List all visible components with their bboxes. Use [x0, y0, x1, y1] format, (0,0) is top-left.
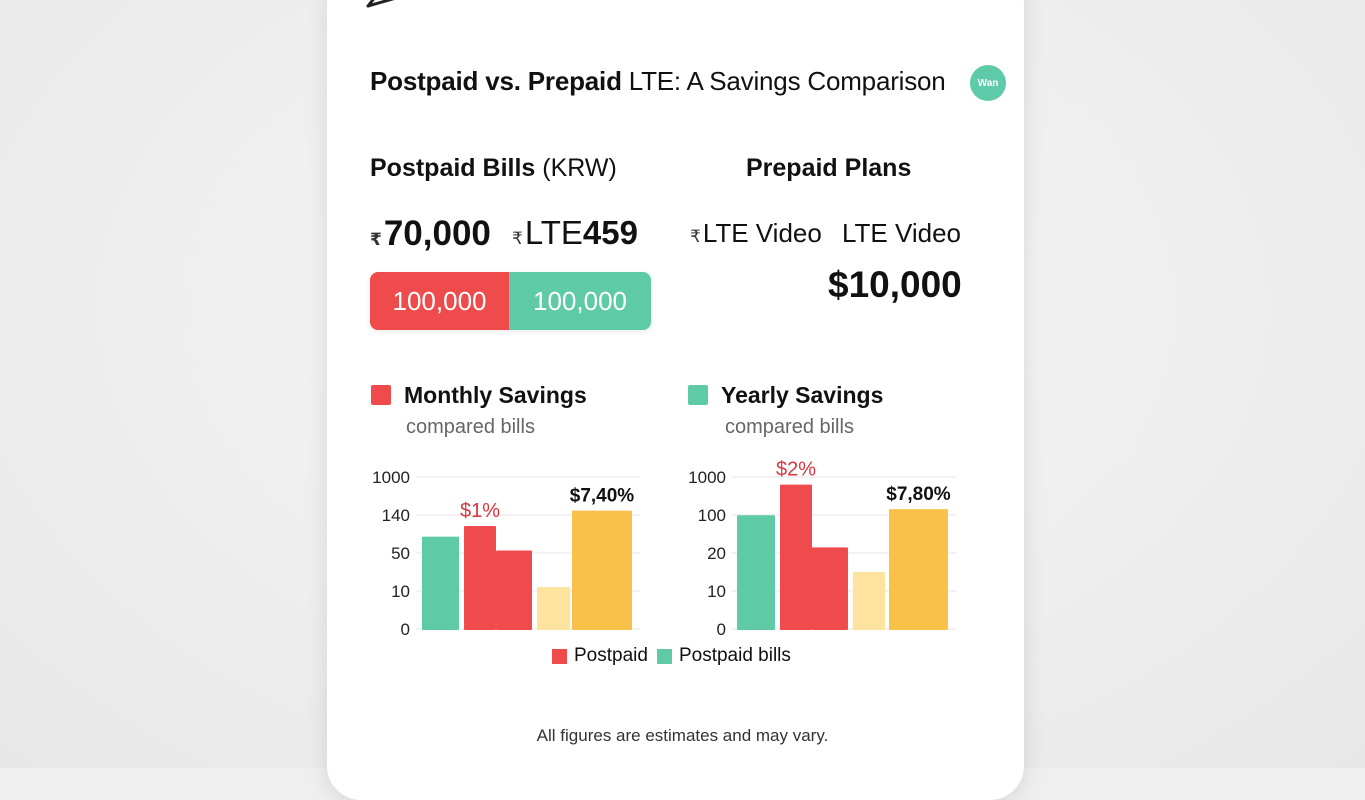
split-bar-right: 100,000 — [509, 272, 651, 330]
currency-symbol: ₹ — [512, 229, 523, 248]
chart-bar — [422, 536, 459, 630]
yearly-legend-swatch — [688, 385, 708, 405]
chart-bar — [537, 587, 570, 630]
y-tick-label: 20 — [707, 544, 726, 563]
monthly-savings-subtitle: compared bills — [406, 416, 535, 438]
chart-bar — [853, 571, 885, 630]
chart-bar — [572, 510, 632, 630]
chart-bar — [889, 509, 948, 630]
prepaid-item-1-label: LTE Video — [702, 218, 822, 248]
monthly-legend-swatch — [371, 385, 391, 405]
data-label: $2% — [776, 459, 816, 481]
chart-bar — [464, 525, 496, 630]
data-label: $7,80% — [886, 484, 951, 505]
chart-bar — [812, 547, 848, 630]
y-tick-label: 0 — [717, 620, 726, 639]
title-rest: LTE: A Savings Comparison — [621, 66, 946, 96]
monthly-savings-title: Monthly Savings — [404, 382, 587, 408]
currency-symbol: ₹ — [690, 227, 701, 246]
legend-label-postpaid-bills: Postpaid bills — [678, 645, 791, 666]
comparison-card — [327, 0, 1024, 800]
y-tick-label: 100 — [698, 506, 726, 525]
postpaid-heading-unit: (KRW) — [535, 154, 617, 182]
prepaid-item-2: LTE Video — [842, 218, 962, 248]
chart-bar — [496, 550, 532, 630]
postpaid-amount-1-value: 70,000 — [383, 214, 491, 253]
y-tick-label: 0 — [401, 620, 410, 639]
y-tick-label: 1000 — [688, 468, 726, 487]
page-title: Postpaid vs. Prepaid LTE: A Savings Comp… — [370, 66, 946, 97]
currency-symbol: ₹ — [370, 230, 382, 249]
y-tick-label: 10 — [391, 582, 410, 601]
postpaid-amount-2: ₹ LTE 459 — [512, 214, 638, 252]
prepaid-item-1: ₹ LTE Video — [690, 218, 822, 249]
y-tick-label: 10 — [707, 582, 726, 601]
back-arrow-icon[interactable] — [362, 0, 402, 10]
postpaid-heading-bold: Postpaid Bills — [370, 154, 536, 182]
prepaid-heading: Prepaid Plans — [746, 154, 912, 182]
chart-bar — [780, 484, 812, 630]
y-tick-label: 140 — [382, 506, 410, 525]
postpaid-heading: Postpaid Bills (KRW) — [370, 154, 617, 183]
data-label: $1% — [460, 500, 500, 522]
title-bold: Postpaid vs. Prepaid — [370, 66, 622, 96]
brand-logo[interactable]: Wan — [970, 65, 1006, 101]
postpaid-amount-2-label: LTE — [524, 214, 583, 251]
postpaid-split-bar: 100,000 100,000 — [370, 272, 651, 330]
postpaid-amount-2-value: 459 — [582, 214, 638, 251]
yearly-savings-title: Yearly Savings — [721, 382, 884, 408]
yearly-savings-subtitle: compared bills — [725, 416, 854, 438]
chart-legend: Postpaid Postpaid bills — [552, 645, 791, 667]
data-label: $7,40% — [570, 486, 635, 507]
split-bar-left: 100,000 — [370, 272, 509, 330]
legend-label-postpaid: Postpaid — [574, 645, 648, 666]
chart-bar — [737, 515, 775, 630]
legend-swatch-postpaid — [552, 648, 567, 664]
postpaid-amount-1: ₹ 70,000 — [370, 214, 491, 254]
disclaimer-note: All figures are estimates and may vary. — [536, 726, 829, 745]
monthly-savings-chart: 1000 140 50 10 0 $1% $7,40% — [372, 468, 640, 639]
legend-swatch-postpaid-bills — [656, 648, 672, 664]
y-tick-label: 1000 — [372, 468, 410, 487]
prepaid-big-amount: $10,000 — [828, 264, 962, 305]
y-tick-label: 50 — [391, 544, 410, 563]
